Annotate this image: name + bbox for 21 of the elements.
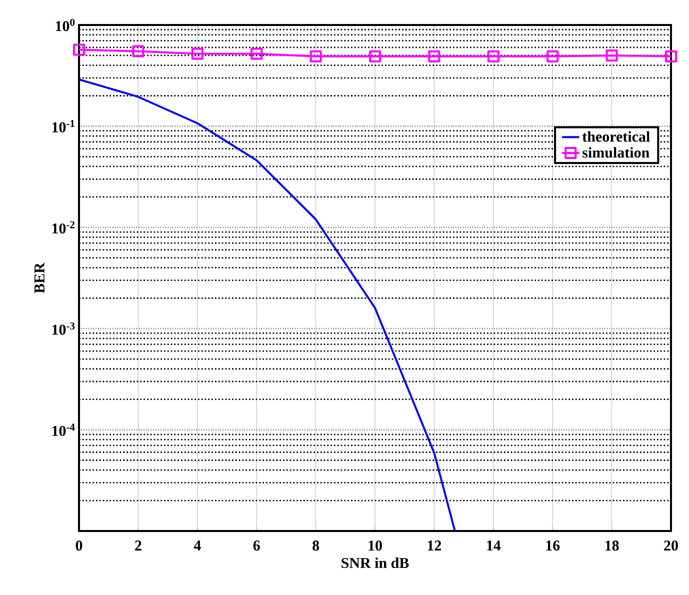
y-axis-title: BER [34, 262, 44, 294]
legend-label: theoretical [582, 131, 650, 142]
x-tick-label: 18 [606, 540, 619, 551]
x-axis-title: SNR in dB [342, 558, 409, 568]
x-tick-label: 12 [428, 540, 442, 550]
x-tick-label: 16 [546, 540, 560, 551]
x-tick-label: 14 [487, 540, 501, 550]
x-tick-label: 10 [368, 540, 382, 551]
x-tick-label: 0 [76, 540, 82, 551]
line-series [79, 78, 456, 531]
y-tick-label: 10$^{0}$ [56, 18, 75, 32]
y-tick-label: 10$^{-1}$ [52, 120, 74, 132]
y-tick-label: 10$^{-3}$ [52, 322, 75, 335]
x-tick-label: 20 [664, 540, 678, 551]
x-tick-label: 8 [312, 540, 320, 551]
x-tick-label: 6 [253, 540, 260, 551]
x-tick-label: 4 [194, 540, 201, 550]
y-tick-label: 10$^{-2}$ [52, 221, 75, 234]
x-tick-label: 2 [135, 540, 142, 550]
y-tick-label: 10$^{-4}$ [52, 424, 75, 436]
legend-label: simulation [582, 147, 650, 158]
